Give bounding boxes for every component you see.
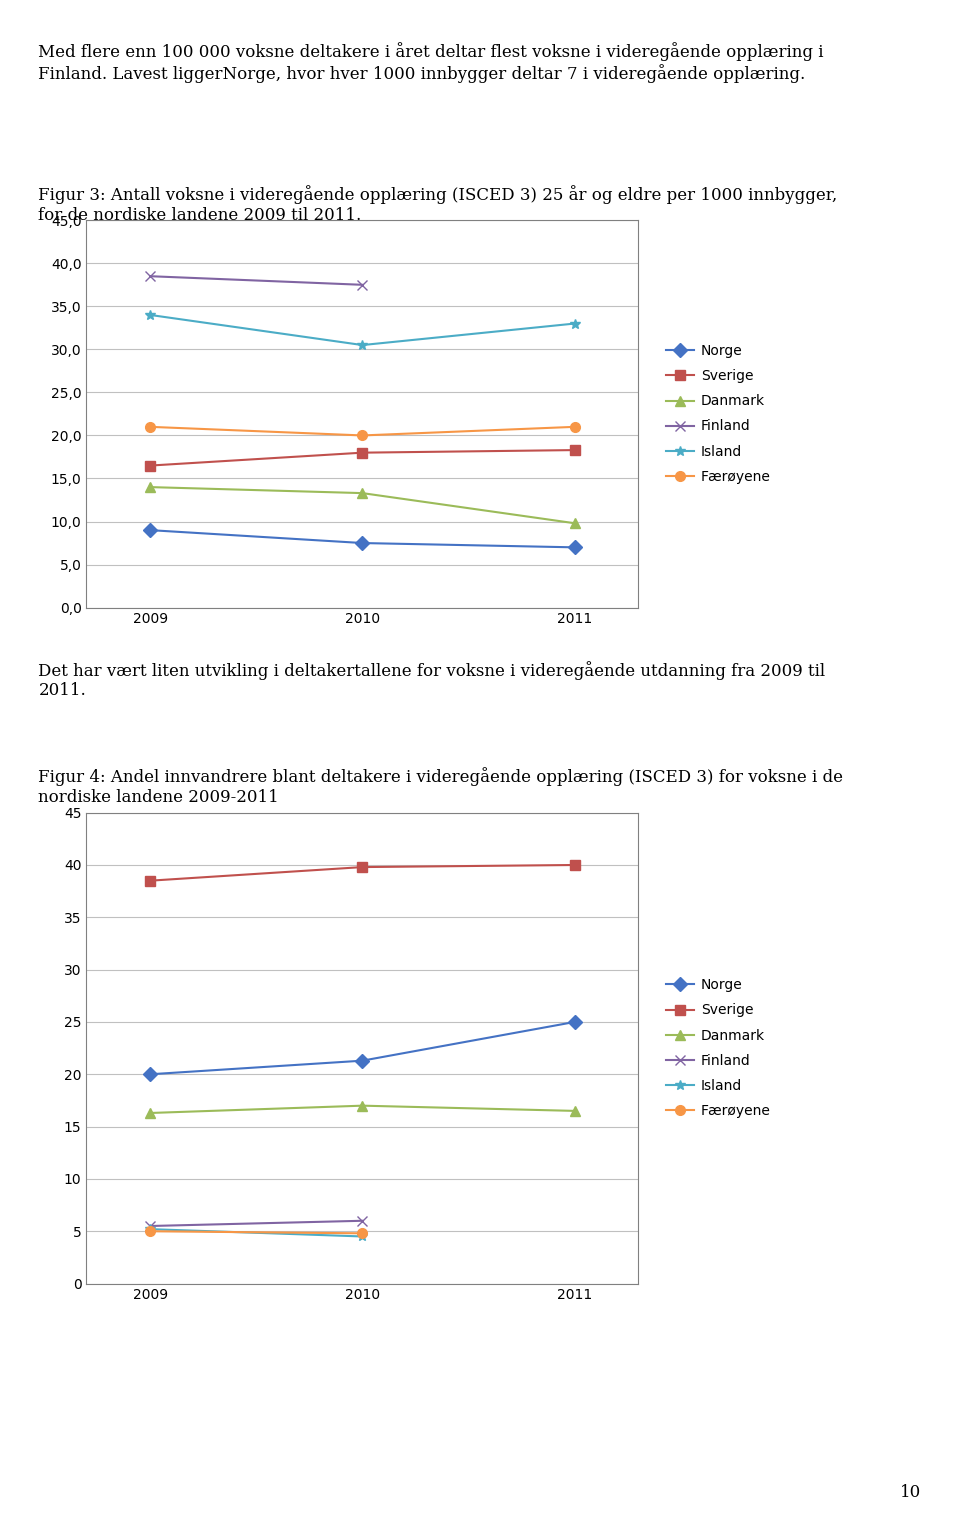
Line: Norge: Norge [145, 526, 580, 553]
Line: Færøyene: Færøyene [145, 422, 580, 441]
Line: Island: Island [145, 310, 580, 349]
Island [357, 336, 369, 354]
Sverige [357, 858, 369, 876]
Norge [569, 538, 581, 556]
Danmark [144, 478, 156, 497]
Norge [144, 1065, 156, 1083]
Text: Det har vært liten utvikling i deltakertallene for voksne i videregående utdanni: Det har vært liten utvikling i deltakert… [38, 661, 826, 699]
Finland [144, 1217, 156, 1235]
Legend: Norge, Sverige, Danmark, Finland, Island, Færøyene: Norge, Sverige, Danmark, Finland, Island… [661, 340, 775, 488]
Danmark [569, 1101, 581, 1120]
Text: Med flere enn 100 000 voksne deltakere i året deltar flest voksne i videregående: Med flere enn 100 000 voksne deltakere i… [38, 43, 824, 84]
Færøyene [144, 1223, 156, 1241]
Finland [357, 1212, 369, 1230]
Line: Danmark: Danmark [145, 1101, 580, 1118]
Line: Finland: Finland [145, 1215, 368, 1230]
Sverige [569, 855, 581, 873]
Line: Sverige: Sverige [145, 445, 580, 471]
Line: Danmark: Danmark [145, 482, 580, 529]
Norge [144, 521, 156, 539]
Sverige [144, 456, 156, 474]
Island [144, 1220, 156, 1238]
Norge [357, 535, 369, 553]
Norge [569, 1013, 581, 1031]
Færøyene [357, 427, 369, 445]
Island [144, 305, 156, 324]
Sverige [357, 444, 369, 462]
Text: Figur 3: Antall voksne i videregående opplæring (ISCED 3) 25 år og eldre per 100: Figur 3: Antall voksne i videregående op… [38, 185, 838, 223]
Line: Norge: Norge [145, 1018, 580, 1078]
Line: Sverige: Sverige [145, 860, 580, 886]
Sverige [144, 872, 156, 890]
Island [357, 1227, 369, 1246]
Færøyene [357, 1224, 369, 1243]
Finland [357, 276, 369, 295]
Danmark [144, 1104, 156, 1123]
Island [569, 314, 581, 333]
Sverige [569, 441, 581, 459]
Færøyene [569, 418, 581, 436]
Norge [357, 1051, 369, 1069]
Finland [144, 267, 156, 286]
Færøyene [144, 418, 156, 436]
Line: Finland: Finland [145, 272, 368, 290]
Legend: Norge, Sverige, Danmark, Finland, Island, Færøyene: Norge, Sverige, Danmark, Finland, Island… [661, 974, 775, 1123]
Danmark [357, 485, 369, 503]
Line: Island: Island [145, 1224, 368, 1241]
Line: Færøyene: Færøyene [145, 1226, 368, 1238]
Danmark [357, 1097, 369, 1115]
Text: 10: 10 [900, 1484, 922, 1501]
Danmark [569, 513, 581, 532]
Text: Figur 4: Andel innvandrere blant deltakere i videregående opplæring (ISCED 3) fo: Figur 4: Andel innvandrere blant deltake… [38, 767, 844, 805]
